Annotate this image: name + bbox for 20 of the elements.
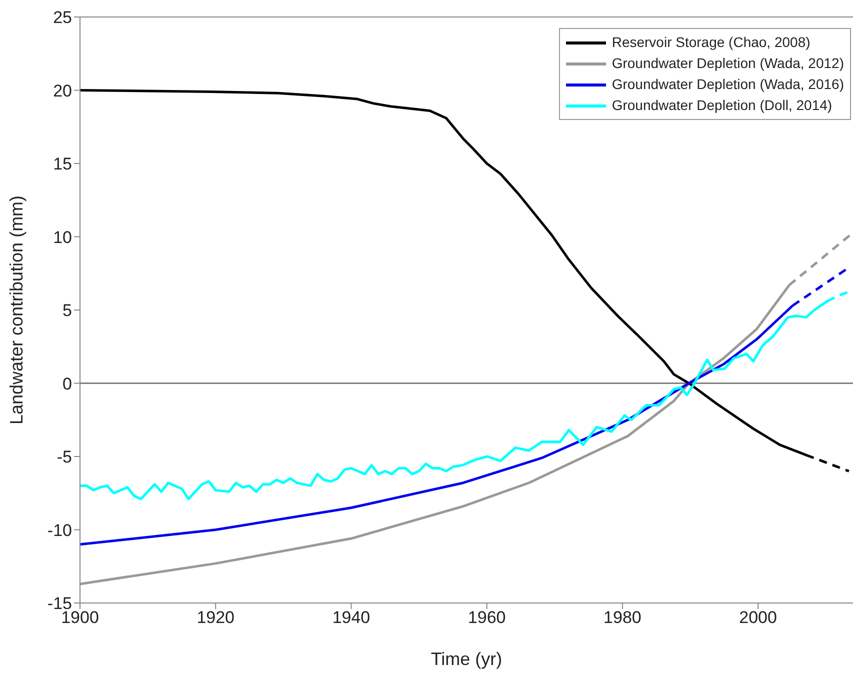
x-tick-label: 1920 — [196, 608, 235, 628]
y-tick-label: 10 — [53, 228, 72, 247]
legend-label: Groundwater Depletion (Wada, 2016) — [612, 75, 844, 94]
x-tick-label: 1940 — [332, 608, 370, 628]
y-axis-title: Landwater contribution (mm) — [6, 195, 26, 425]
legend-label: Reservoir Storage (Chao, 2008) — [612, 33, 810, 52]
x-tick-label: 1960 — [468, 608, 506, 628]
legend-label: Groundwater Depletion (Wada, 2012) — [612, 54, 844, 73]
x-axis-title: Time (yr) — [430, 649, 502, 669]
y-tick-label: 15 — [53, 154, 72, 174]
legend-label: Groundwater Depletion (Doll, 2014) — [612, 96, 832, 115]
y-tick-label: -10 — [47, 520, 72, 540]
y-tick-label: 25 — [53, 8, 72, 28]
y-tick-label: 20 — [53, 81, 72, 100]
x-tick-label: 1980 — [604, 608, 642, 628]
x-tick-label: 1900 — [61, 608, 99, 628]
x-tick-label: 2000 — [739, 608, 777, 628]
y-tick-label: 5 — [62, 301, 72, 320]
y-tick-label: -5 — [56, 448, 72, 467]
y-tick-label: 0 — [62, 374, 72, 394]
